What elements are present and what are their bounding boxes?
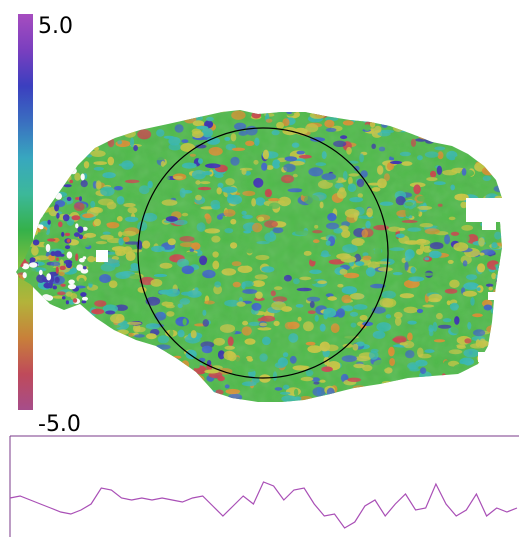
scale-max-label: 5.0: [38, 14, 73, 39]
color-scale-bar: [18, 14, 33, 410]
region-circle[interactable]: [137, 127, 389, 379]
map-holes: [96, 198, 502, 362]
scale-min-label: -5.0: [38, 412, 81, 437]
surface-map[interactable]: [0, 0, 519, 420]
profile-line: [9, 481, 518, 529]
